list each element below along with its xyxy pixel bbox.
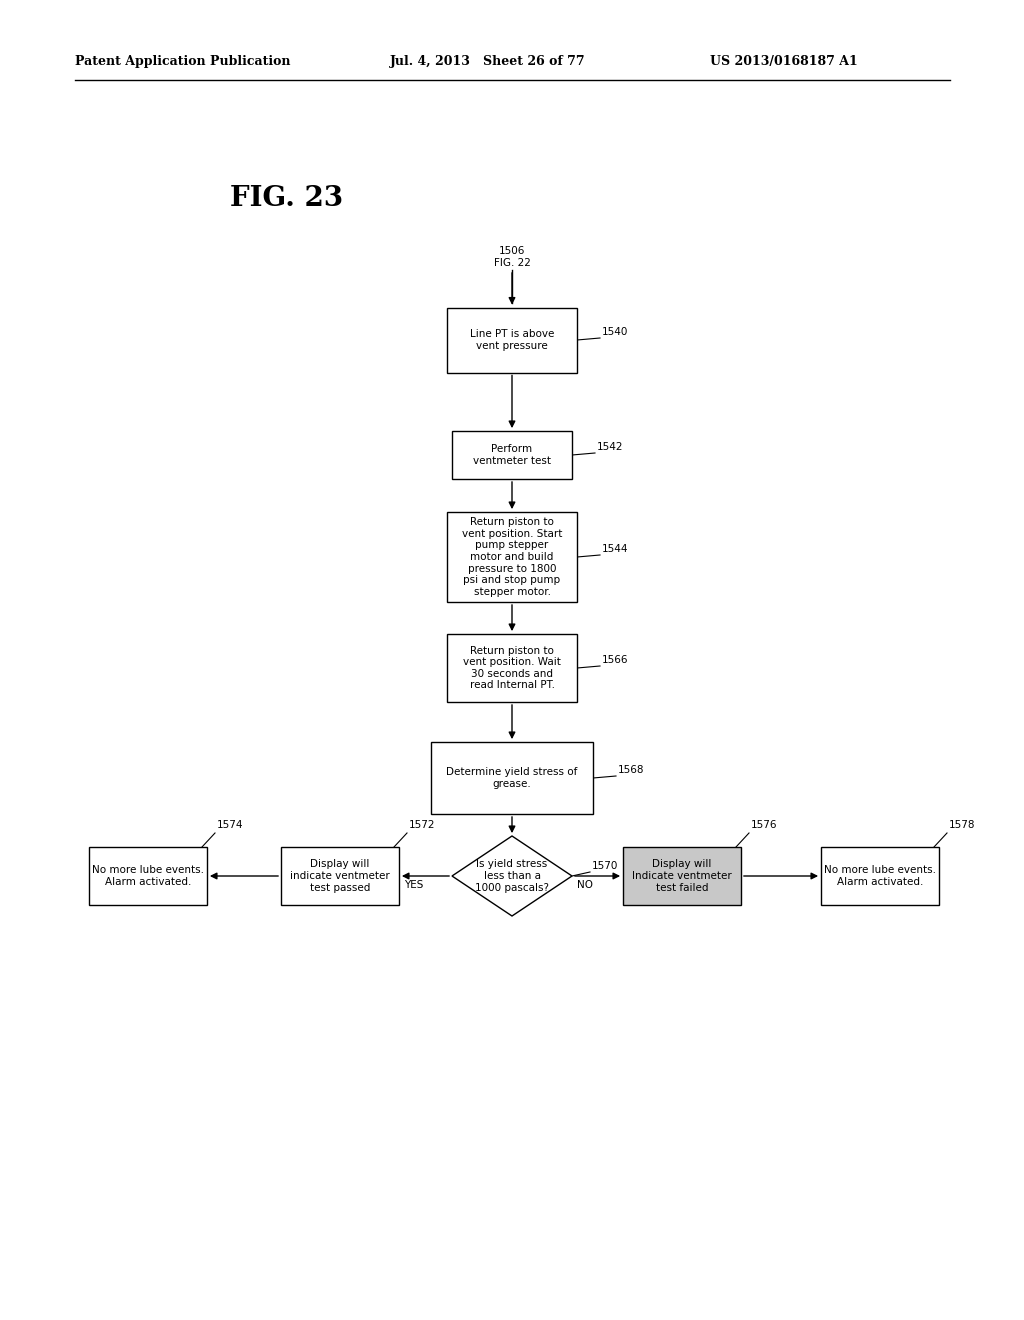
Text: FIG. 23: FIG. 23 [230, 185, 343, 213]
Bar [447, 634, 577, 702]
Bar [431, 742, 593, 814]
Bar [452, 432, 572, 479]
Text: Is yield stress
less than a
1000 pascals?: Is yield stress less than a 1000 pascals… [475, 859, 549, 892]
Text: No more lube events.
Alarm activated.: No more lube events. Alarm activated. [92, 865, 204, 887]
Bar [447, 308, 577, 372]
Bar [821, 847, 939, 906]
Bar [447, 512, 577, 602]
Text: 1506
FIG. 22: 1506 FIG. 22 [494, 247, 530, 268]
Text: 1544: 1544 [602, 544, 629, 554]
Text: NO: NO [577, 880, 593, 890]
Text: Return piston to
vent position. Start
pump stepper
motor and build
pressure to 1: Return piston to vent position. Start pu… [462, 517, 562, 597]
Text: YES: YES [404, 880, 423, 890]
Text: 1574: 1574 [217, 820, 244, 830]
Text: US 2013/0168187 A1: US 2013/0168187 A1 [710, 55, 858, 69]
Text: Display will
indicate ventmeter
test passed: Display will indicate ventmeter test pas… [290, 859, 390, 892]
Text: 1540: 1540 [602, 327, 629, 337]
Bar [281, 847, 399, 906]
Text: Determine yield stress of
grease.: Determine yield stress of grease. [446, 767, 578, 789]
Text: Perform
ventmeter test: Perform ventmeter test [473, 445, 551, 466]
Text: 1576: 1576 [751, 820, 777, 830]
Polygon shape [452, 836, 572, 916]
Text: Jul. 4, 2013   Sheet 26 of 77: Jul. 4, 2013 Sheet 26 of 77 [390, 55, 586, 69]
Text: 1570: 1570 [592, 861, 618, 871]
Text: 1542: 1542 [597, 442, 624, 451]
Text: Display will
Indicate ventmeter
test failed: Display will Indicate ventmeter test fai… [632, 859, 732, 892]
Text: 1578: 1578 [949, 820, 976, 830]
Text: No more lube events.
Alarm activated.: No more lube events. Alarm activated. [824, 865, 936, 887]
Text: 1568: 1568 [618, 766, 644, 775]
Text: Return piston to
vent position. Wait
30 seconds and
read Internal PT.: Return piston to vent position. Wait 30 … [463, 645, 561, 690]
Text: Line PT is above
vent pressure: Line PT is above vent pressure [470, 329, 554, 351]
Bar [623, 847, 741, 906]
Text: 1566: 1566 [602, 655, 629, 665]
Bar [89, 847, 207, 906]
Text: Patent Application Publication: Patent Application Publication [75, 55, 291, 69]
Text: 1572: 1572 [409, 820, 435, 830]
